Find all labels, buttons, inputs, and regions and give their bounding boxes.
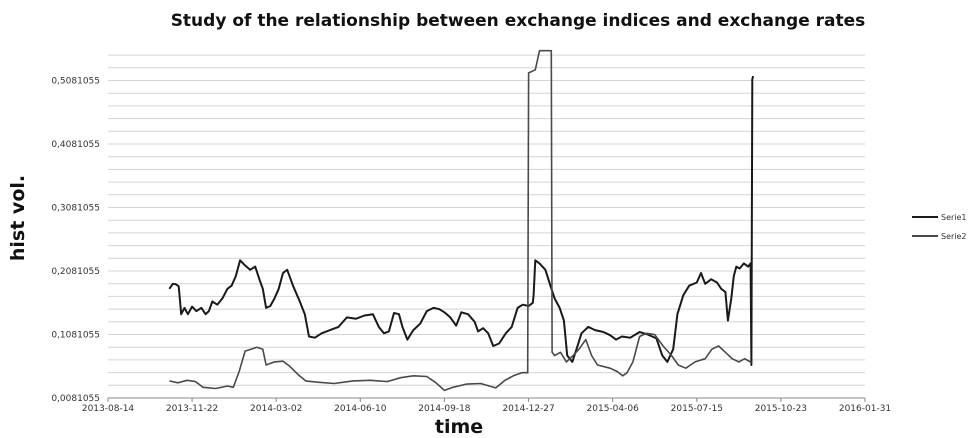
gridlines xyxy=(108,54,865,386)
y-tick-label: 0,4081055 xyxy=(51,140,100,150)
x-tick-label: 2016-01-31 xyxy=(839,404,891,414)
x-tick-label: 2015-07-15 xyxy=(671,404,723,414)
legend-label: Serie2 xyxy=(941,232,967,241)
y-axis-title: hist vol. xyxy=(7,175,29,261)
x-tick-label: 2014-09-18 xyxy=(418,404,471,414)
x-tick-label: 2015-04-06 xyxy=(587,404,640,414)
series-line-serie1 xyxy=(168,75,755,366)
y-axis-ticks: 0,0081055 0,1081055 0,2081055 0,3081055 0,40… xyxy=(51,77,100,405)
legend-label: Serie1 xyxy=(941,213,967,222)
x-tick-label: 2014-06-10 xyxy=(334,404,387,414)
legend: Serie1 Serie2 xyxy=(912,213,967,241)
x-axis-ticks: 2013-08-14 2013-11-22 2014-03-02 2014-06-10… xyxy=(82,398,891,414)
y-tick-label: 0,3081055 xyxy=(51,204,100,214)
y-tick-label: 0,0081055 xyxy=(51,394,100,404)
series-line-serie2 xyxy=(169,49,752,392)
y-tick-label: 0,1081055 xyxy=(51,331,100,341)
x-axis-title: time xyxy=(435,416,483,438)
y-tick-label: 0,2081055 xyxy=(51,267,100,277)
chart-title: Study of the relationship between exchan… xyxy=(171,11,866,31)
series-lines xyxy=(168,49,755,392)
x-tick-label: 2013-11-22 xyxy=(166,404,218,414)
x-tick-label: 2013-08-14 xyxy=(82,404,135,414)
x-tick-label: 2014-12-27 xyxy=(502,404,554,414)
x-tick-label: 2015-10-23 xyxy=(755,404,807,414)
x-tick-label: 2014-03-02 xyxy=(250,404,302,414)
y-tick-label: 0,5081055 xyxy=(51,77,100,87)
